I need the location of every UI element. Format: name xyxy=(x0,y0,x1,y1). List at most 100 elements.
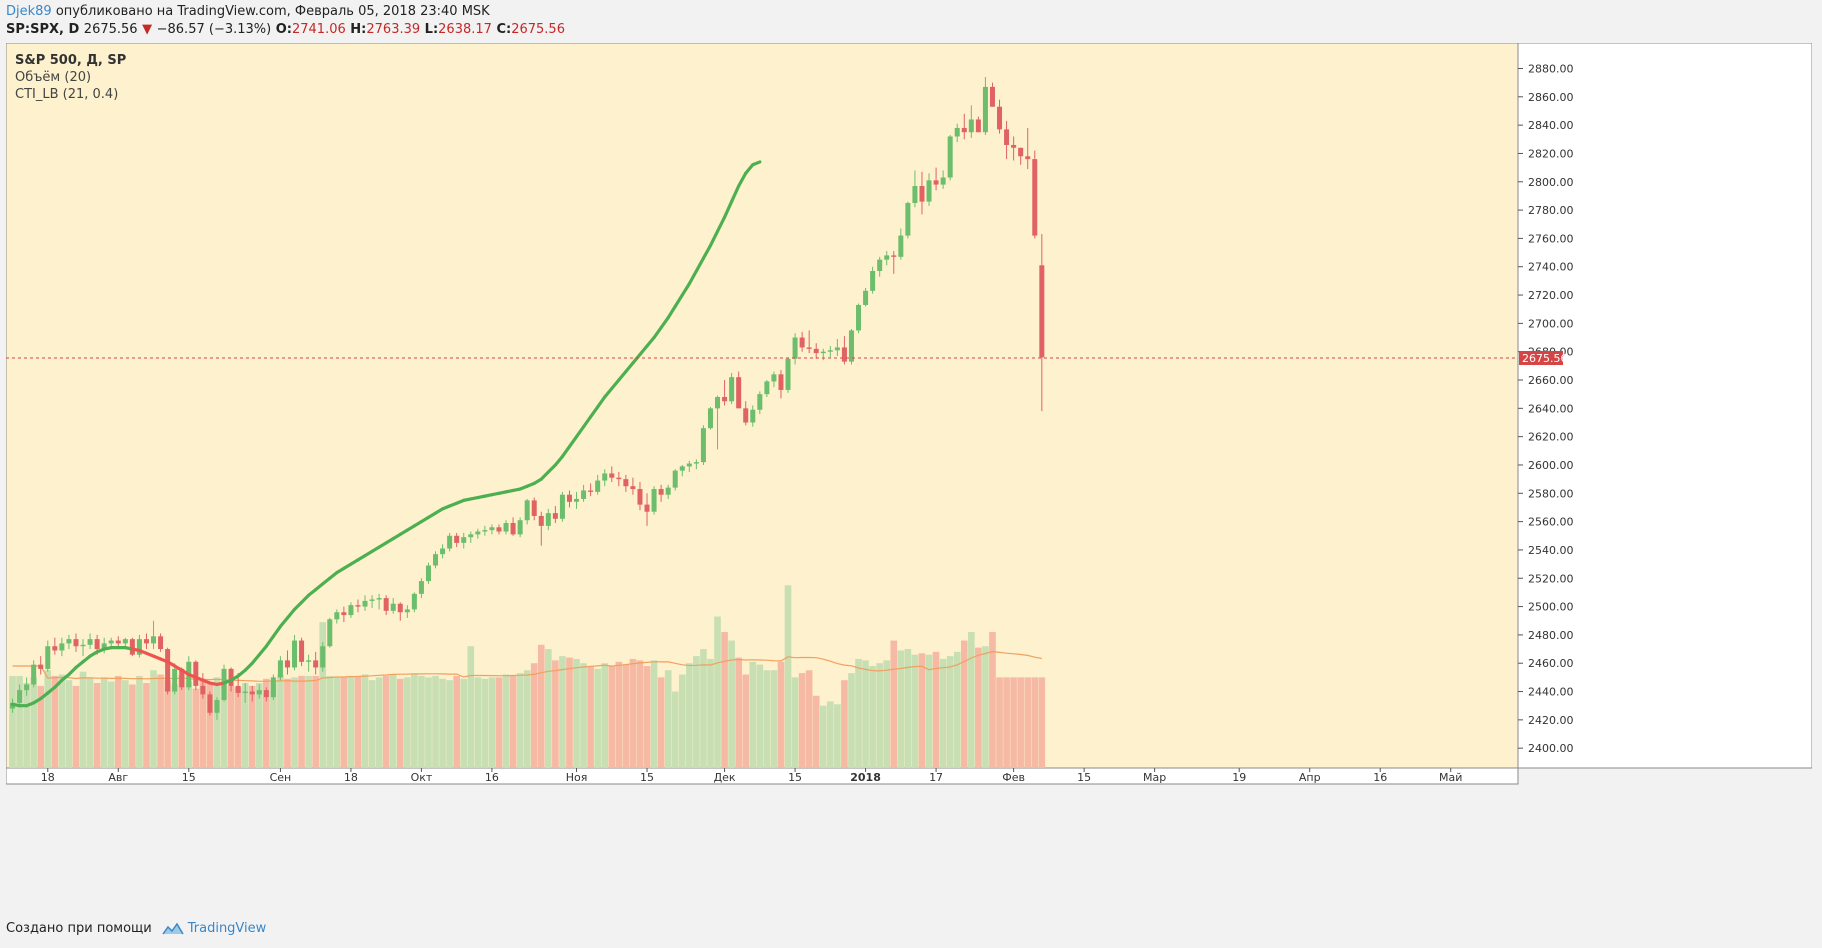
volume-bar xyxy=(552,660,559,768)
cti-segment xyxy=(553,454,565,467)
candle-body xyxy=(630,486,636,490)
cti-segment xyxy=(652,326,663,340)
time-tick-label: 15 xyxy=(1077,771,1091,784)
volume-bar xyxy=(495,677,503,768)
volume-bar xyxy=(643,666,651,768)
volume-bar xyxy=(693,656,700,768)
volume-bar xyxy=(129,684,136,768)
cti-segment xyxy=(257,644,268,657)
price-tick-label: 2500.00 xyxy=(1528,601,1574,614)
low-label: L: xyxy=(424,22,439,37)
candle-body xyxy=(574,498,580,502)
time-tick-label: Окт xyxy=(411,771,433,784)
candle-body xyxy=(891,255,897,257)
candle-body xyxy=(870,270,876,291)
candle-body xyxy=(637,489,643,505)
volume-bar xyxy=(270,680,277,768)
price-chart[interactable]: 2400.00 2420.00 2440.00 2460.00 2480.00 2500.… xyxy=(6,43,1812,911)
volume-bar xyxy=(389,674,397,768)
candle-body xyxy=(919,186,925,202)
time-tick-label: Сен xyxy=(270,771,292,784)
candle-body xyxy=(672,470,678,488)
price-axis-panel xyxy=(1517,43,1812,769)
price-tick-label: 2540.00 xyxy=(1528,544,1574,557)
footer: Создано при помощи TradingView xyxy=(6,921,266,936)
volume-bars xyxy=(9,585,1046,768)
volume-bar xyxy=(953,651,961,768)
volume-bar xyxy=(636,660,644,768)
candle-body xyxy=(200,685,206,695)
candle-body xyxy=(425,565,431,582)
candle-body xyxy=(433,554,439,566)
close-label: C: xyxy=(496,22,512,37)
time-tick-label: Май xyxy=(1439,771,1462,784)
candle-body xyxy=(158,636,164,650)
ohlc-header: SP:SPX, D 2675.56 ▼ −86.57 (−3.13%) O:27… xyxy=(6,22,565,37)
current-price-label: 2675.56 xyxy=(1522,352,1568,365)
tradingview-label: TradingView xyxy=(187,921,267,936)
candle-body xyxy=(588,490,594,492)
cti-segment xyxy=(680,282,691,297)
candle-body xyxy=(468,534,474,538)
candle-body xyxy=(820,351,826,354)
candle-body xyxy=(595,480,601,492)
candle-body xyxy=(397,603,403,613)
candle-body xyxy=(179,668,185,688)
candle-body xyxy=(45,646,51,669)
volume-bar xyxy=(382,675,390,768)
volume-bar xyxy=(157,674,164,768)
volume-bar xyxy=(446,680,453,768)
candle-body xyxy=(172,668,178,692)
candle-body xyxy=(475,531,481,535)
volume-bar xyxy=(234,687,242,768)
volume-bar xyxy=(925,654,933,768)
volume-bar xyxy=(220,683,228,768)
cti-segment xyxy=(659,316,670,330)
cti-segment xyxy=(299,593,311,604)
volume-bar xyxy=(502,674,510,768)
volume-bar xyxy=(333,677,341,768)
volume-bar xyxy=(319,622,327,768)
volume-bar xyxy=(869,666,876,768)
volume-bar xyxy=(509,675,517,768)
candle-body xyxy=(129,639,135,655)
candle-body xyxy=(524,500,530,521)
volume-bar xyxy=(291,677,298,768)
legend-cti: CTI_LB (21, 0.4) xyxy=(15,87,119,102)
legend-symbol: S&P 500, Д, SP xyxy=(15,53,127,68)
volume-bar xyxy=(587,666,594,768)
volume-bar xyxy=(1003,677,1010,768)
cti-segment xyxy=(744,163,755,175)
chart-area[interactable]: 2400.00 2420.00 2440.00 2460.00 2480.00 2500.… xyxy=(6,43,1812,911)
candle-body xyxy=(193,661,199,686)
candle-body xyxy=(52,646,58,651)
candle-body xyxy=(982,86,988,133)
volume-bar xyxy=(368,680,376,768)
volume-bar xyxy=(65,680,73,768)
volume-bar xyxy=(1031,677,1039,768)
cti-segment xyxy=(278,616,290,628)
volume-bar xyxy=(107,681,115,768)
candle-body xyxy=(59,643,65,651)
candle-body xyxy=(841,347,847,362)
candle-body xyxy=(440,548,446,555)
candle-body xyxy=(418,581,424,594)
volume-bar xyxy=(784,585,792,768)
volume-bar xyxy=(411,674,418,768)
cti-segment xyxy=(624,361,635,374)
volume-bar xyxy=(834,704,841,768)
candle-body xyxy=(736,377,742,409)
volume-bar xyxy=(629,658,637,768)
candle-body xyxy=(722,397,728,402)
volume-bar xyxy=(354,675,362,768)
last-price: 2675.56 xyxy=(83,22,138,37)
volume-bar xyxy=(855,658,862,768)
tradingview-link[interactable]: TradingView xyxy=(162,921,267,936)
open-value: 2741.06 xyxy=(291,22,346,37)
cti-segment xyxy=(708,229,720,248)
time-axis-panel xyxy=(6,767,1519,785)
volume-bar xyxy=(537,644,545,768)
candle-body xyxy=(559,494,565,519)
author-link[interactable]: Djek89 xyxy=(6,4,52,19)
candle-body xyxy=(778,374,784,390)
